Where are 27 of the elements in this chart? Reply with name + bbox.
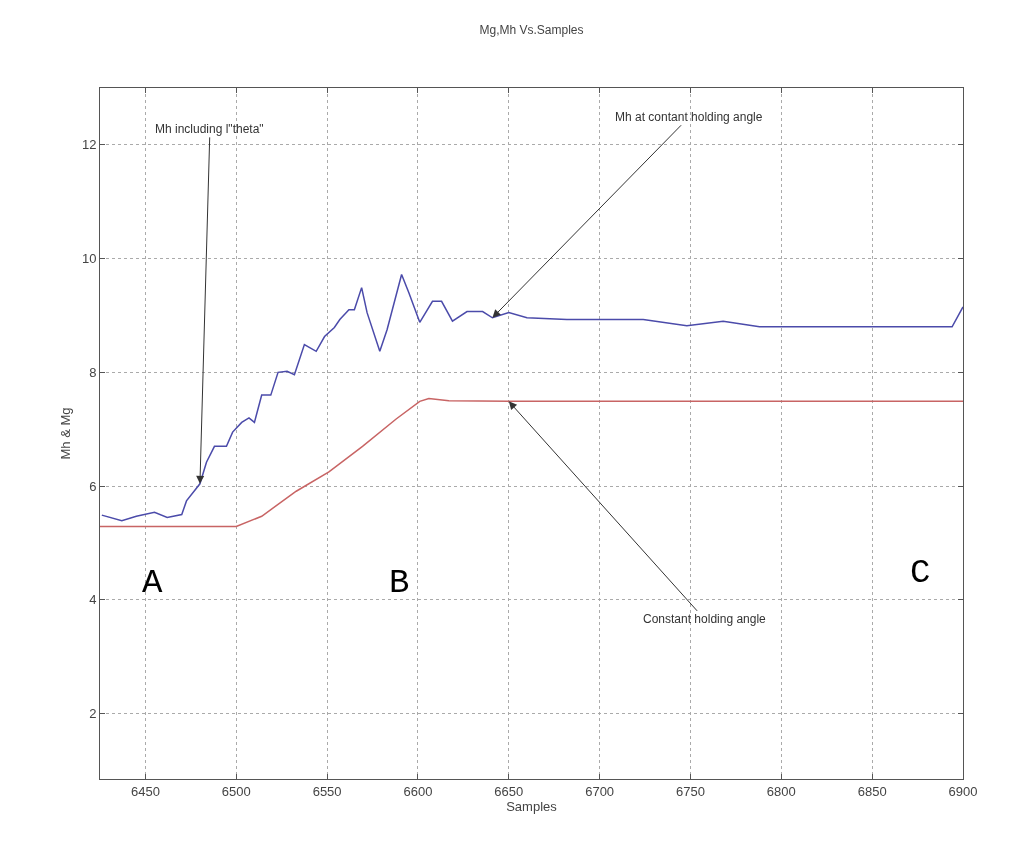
x-tick-label: 6650 xyxy=(494,783,524,799)
y-tick-label: 4 xyxy=(89,592,97,608)
chart-title: Mg,Mh Vs.Samples xyxy=(479,22,584,37)
y-tick-label: 8 xyxy=(89,364,97,380)
annotation: Mh including l"theta" xyxy=(155,122,264,136)
annotation: Mh at contant holding angle xyxy=(615,110,763,124)
annotation: A xyxy=(142,564,163,602)
x-tick-label: 6500 xyxy=(221,783,251,799)
y-tick-label: 12 xyxy=(81,137,97,153)
y-tick-label: 2 xyxy=(89,706,97,722)
x-tick-label: 6750 xyxy=(676,783,705,799)
line-series xyxy=(100,397,963,528)
x-axis-title: Samples xyxy=(506,799,558,815)
annotation: B xyxy=(389,564,410,602)
y-tick-label: 10 xyxy=(81,251,97,267)
annotation: Constant holding angle xyxy=(643,612,767,626)
line-series xyxy=(101,273,963,522)
x-tick-label: 6450 xyxy=(130,783,160,799)
x-tick-label: 6800 xyxy=(766,783,796,799)
x-tick-label: 6600 xyxy=(403,783,433,799)
x-tick-label: 6700 xyxy=(585,783,615,799)
y-axis-title: Mh & Mg xyxy=(57,407,73,460)
y-tick-label: 6 xyxy=(89,478,97,494)
annotation: C xyxy=(910,554,931,592)
x-tick-label: 6550 xyxy=(312,783,342,799)
x-tick-label: 6900 xyxy=(948,783,978,799)
x-tick-label: 6850 xyxy=(857,783,887,799)
